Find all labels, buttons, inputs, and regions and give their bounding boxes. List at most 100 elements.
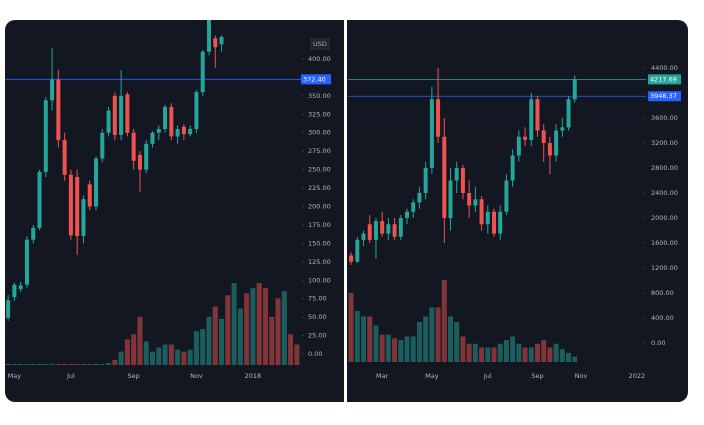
y-tick-label: 4400.00 — [651, 64, 678, 72]
y-tick-label: 225.00 — [308, 184, 331, 192]
candle-body — [423, 168, 428, 193]
volume-bar — [379, 334, 385, 362]
y-tick-label: 2000.00 — [651, 214, 678, 222]
volume-bar — [11, 363, 17, 365]
volume-bar — [80, 363, 86, 365]
volume-bar — [118, 351, 124, 365]
volume-bar — [485, 347, 491, 362]
volume-bar — [193, 331, 199, 365]
y-tick-label: 150.00 — [308, 239, 331, 247]
volume-bar — [43, 363, 49, 365]
volume-bar — [361, 316, 367, 362]
x-tick-label: Jul — [66, 372, 75, 380]
volume-bar — [541, 340, 547, 362]
candle-body — [219, 36, 224, 45]
volume-bar — [131, 334, 137, 365]
candle-body — [100, 132, 105, 159]
x-tick-label: 2022 — [629, 372, 646, 380]
volume-bar — [37, 363, 43, 365]
volume-bar — [5, 363, 11, 365]
candle-body — [523, 136, 528, 140]
volume-bar — [429, 307, 435, 362]
volume-bar — [535, 343, 540, 362]
candle-body — [529, 99, 534, 140]
candle-body — [566, 99, 571, 128]
candle-body — [541, 130, 546, 143]
volume-bar — [497, 343, 503, 362]
y-tick-label: 0.00 — [651, 339, 665, 347]
volume-bar — [348, 292, 354, 362]
candle-body — [131, 132, 136, 161]
candle-body — [417, 193, 422, 203]
y-tick-label: 1600.00 — [651, 239, 678, 247]
volume-bar — [219, 318, 225, 365]
currency: USD — [313, 40, 327, 48]
candle-body — [156, 129, 161, 133]
price-label: 372.40 — [303, 75, 326, 83]
volume-bar — [168, 344, 174, 365]
volume-bar — [404, 336, 410, 362]
volume-bar — [460, 336, 466, 362]
y-tick-label: 2400.00 — [651, 189, 678, 197]
volume-bar — [124, 339, 130, 365]
volume-bar — [516, 343, 522, 362]
x-tick-label: 2018 — [245, 372, 262, 380]
candle-body — [94, 158, 99, 207]
candle-body — [349, 255, 354, 262]
candle-body — [68, 174, 73, 236]
volume-bar — [491, 347, 497, 362]
volume-bar — [49, 363, 55, 365]
candle-body — [87, 184, 92, 207]
y-tick-label: 275.00 — [308, 147, 331, 155]
price-label: 4217.69 — [650, 75, 677, 83]
volume-bar — [373, 325, 379, 362]
volume-bar — [200, 329, 206, 365]
candle-body — [119, 95, 124, 135]
candle-body — [75, 176, 80, 236]
volume-bar — [112, 359, 118, 365]
volume-bar — [24, 363, 30, 365]
candle-body — [81, 199, 86, 236]
x-tick-label: May — [8, 372, 22, 380]
candle-body — [560, 127, 565, 131]
candle-body — [516, 136, 521, 156]
volume-bar — [566, 352, 572, 362]
candle-body — [572, 79, 577, 100]
y-tick-label: 100.00 — [308, 276, 331, 284]
candle-body — [436, 99, 441, 137]
candle-body — [554, 130, 559, 156]
candle-body — [188, 129, 193, 135]
volume-bar — [99, 363, 105, 365]
candle-body — [43, 100, 48, 172]
volume-bar — [269, 316, 275, 365]
volume-bar — [93, 363, 99, 365]
candle-body — [200, 51, 205, 93]
x-tick-label: Sep — [531, 372, 543, 380]
candle-body — [405, 211, 410, 218]
volume-bar — [503, 340, 509, 362]
volume-bar — [55, 363, 61, 365]
x-tick-label: May — [425, 372, 439, 380]
y-tick-label: 300.00 — [308, 129, 331, 137]
volume-bar — [175, 349, 181, 365]
candle-body — [373, 221, 378, 240]
candle-body — [355, 239, 360, 262]
volume-bar — [454, 321, 460, 362]
candle-body — [175, 129, 180, 137]
volume-bar — [435, 307, 441, 362]
candle-body — [62, 140, 67, 175]
y-tick-label: 325.00 — [308, 110, 331, 118]
y-tick-label: 75.00 — [308, 295, 327, 303]
volume-bar — [30, 363, 36, 365]
volume-bar — [448, 316, 453, 362]
y-tick-label: 3200.00 — [651, 139, 678, 147]
x-tick-label: Mar — [376, 372, 389, 380]
volume-bar — [385, 334, 391, 362]
volume-bar — [398, 340, 404, 362]
volume-bar — [553, 343, 559, 362]
candle-body — [31, 227, 36, 240]
x-tick-label: Nov — [575, 372, 588, 380]
volume-bar — [479, 347, 485, 362]
candle-body — [485, 211, 490, 225]
candle-body — [361, 233, 366, 240]
